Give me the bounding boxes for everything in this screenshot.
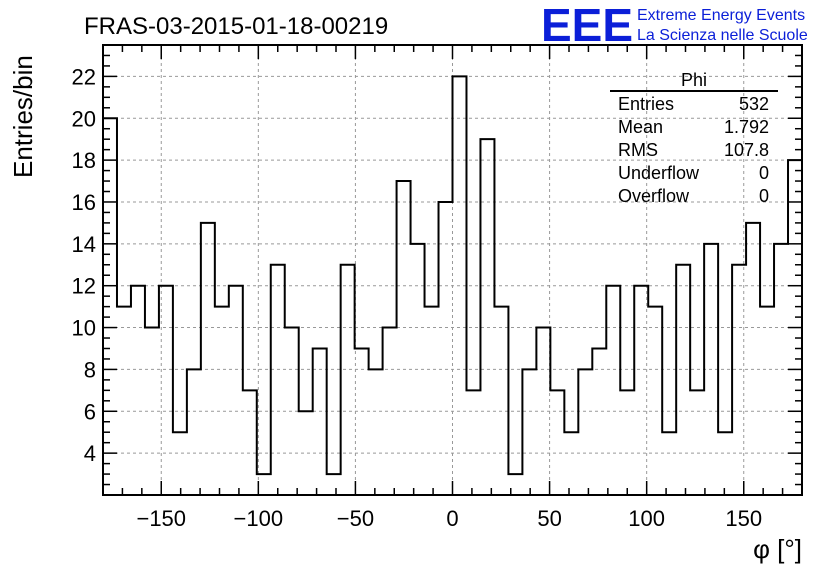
histogram-bin [634, 286, 648, 495]
logo-line2: La Scienza nelle Scuole [637, 27, 808, 44]
y-tick-label: 18 [72, 148, 96, 173]
histogram-bin [243, 390, 257, 495]
histogram-bin [285, 328, 299, 495]
chart-title: FRAS-03-2015-01-18-00219 [84, 13, 388, 40]
histogram-bin [578, 369, 592, 495]
histogram-bin [187, 369, 201, 495]
histogram-bin [215, 307, 229, 495]
stats-name: Phi [681, 70, 707, 90]
stats-box: Phi Entries 532 Mean 1.792 RMS 107.8 Und… [610, 70, 778, 206]
stats-value: 1.792 [724, 117, 769, 137]
histogram-bin [550, 390, 564, 495]
logo-line1: Extreme Energy Events [637, 7, 805, 24]
histogram-bin [145, 328, 159, 495]
y-tick-label: 12 [72, 274, 96, 299]
x-tick-label: 100 [628, 506, 665, 531]
stats-label: Underflow [618, 163, 700, 183]
histogram-bin [201, 223, 215, 495]
histogram-bin [411, 244, 425, 495]
stats-label: Overflow [618, 186, 690, 206]
x-tick-label: 0 [446, 506, 458, 531]
histogram-bin [383, 328, 397, 495]
histogram-line [103, 75, 802, 476]
histogram-bin [229, 286, 243, 495]
histogram-bin [592, 348, 606, 495]
histogram-bin [774, 244, 788, 495]
axis-ticks [103, 45, 802, 495]
y-tick-label: 16 [72, 190, 96, 215]
histogram-bin [676, 265, 690, 495]
stats-label: RMS [618, 140, 658, 160]
histogram-bin [704, 244, 718, 495]
histogram-bin [453, 76, 467, 495]
y-tick-label: 14 [72, 232, 96, 257]
y-tick-label: 6 [84, 399, 96, 424]
histogram-bin [341, 265, 355, 495]
histogram-bin [313, 348, 327, 495]
x-tick-label: −50 [337, 506, 374, 531]
y-tick-label: 8 [84, 357, 96, 382]
y-tick-label: 20 [72, 106, 96, 131]
stats-label: Mean [618, 117, 663, 137]
histogram-bin [271, 265, 285, 495]
histogram-bin [425, 307, 439, 495]
histogram-bin [690, 390, 704, 495]
histogram-bin [746, 223, 760, 495]
stats-label: Entries [618, 94, 674, 114]
logo-mark: EEE [541, 0, 633, 51]
histogram-bin [480, 139, 494, 495]
histogram-bin [299, 411, 313, 495]
x-tick-label: −100 [234, 506, 284, 531]
y-axis-label: Entries/bin [8, 55, 38, 178]
histogram-bin [173, 432, 187, 495]
histogram-bin [355, 348, 369, 495]
histogram-bin [648, 307, 662, 495]
histogram-bin [522, 369, 536, 495]
histogram-bin [536, 328, 550, 495]
histogram-bin [620, 390, 634, 495]
x-tick-label: 50 [537, 506, 561, 531]
stats-value: 107.8 [724, 140, 769, 160]
y-tick-label: 4 [84, 441, 96, 466]
histogram-bin [369, 369, 383, 495]
histogram-bin [760, 307, 774, 495]
histogram-bin [397, 181, 411, 495]
histogram-bin [131, 286, 145, 495]
stats-value: 0 [759, 163, 769, 183]
histogram-bin [117, 307, 131, 495]
histogram-bin [494, 307, 508, 495]
stats-value: 0 [759, 186, 769, 206]
histogram-bin [662, 432, 676, 495]
y-tick-label: 22 [72, 64, 96, 89]
x-tick-label: −150 [136, 506, 186, 531]
histogram-bin [564, 432, 578, 495]
tick-labels: −150 −100 −50 0 50 100 150 4 6 8 10 12 14 16 18 20 22 [72, 64, 763, 531]
histogram-bin [159, 286, 173, 495]
histogram-bin [439, 202, 453, 495]
x-axis-label: φ [°] [753, 534, 802, 564]
y-tick-label: 10 [72, 316, 96, 341]
histogram-bin [606, 286, 620, 495]
stats-value: 532 [739, 94, 769, 114]
histogram-bin [718, 432, 732, 495]
histogram-bin [732, 265, 746, 495]
eee-logo: EEE Extreme Energy Events La Scienza nel… [541, 0, 808, 51]
histogram-bin [466, 390, 480, 495]
x-tick-label: 150 [725, 506, 762, 531]
histogram-bin [327, 474, 341, 495]
